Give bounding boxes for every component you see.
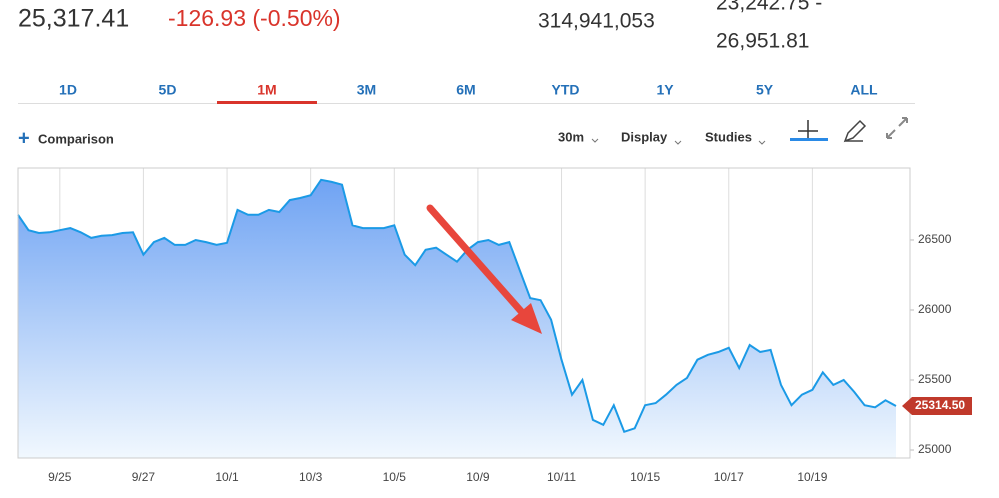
crosshair-tool[interactable]: [790, 120, 828, 141]
active-tab-underline: [217, 101, 317, 104]
x-tick-label: 10/15: [630, 470, 660, 484]
studies-button[interactable]: Studies: [705, 129, 752, 144]
tab[interactable]: 3M: [357, 82, 376, 98]
last-price-label: 25314.50: [915, 398, 965, 412]
price: 25,317.41: [18, 5, 129, 33]
plot-border: [17, 167, 911, 459]
change: -126.93 (-0.50%): [168, 5, 341, 31]
volume: 314,941,053: [538, 10, 655, 33]
x-tick-label: 9/25: [48, 470, 72, 484]
area: [18, 179, 896, 459]
caret-icons: [591, 138, 766, 145]
plot: 9/25 9/27 10/1 10/3 10/5 10/9 10/11 10/15 10/17 1…: [17, 167, 972, 484]
tab[interactable]: 5Y: [756, 82, 774, 98]
display-button[interactable]: Display: [621, 129, 668, 144]
last-price-tag: [902, 396, 972, 415]
x-tick-label: 10/9: [466, 470, 490, 484]
annotation-arrow: [426, 204, 542, 334]
x-tick-label: 10/17: [714, 470, 744, 484]
tab[interactable]: 1Y: [656, 82, 674, 98]
y-tick-label: 26000: [918, 302, 952, 316]
x-tick-label: 9/27: [132, 470, 156, 484]
draw-tool[interactable]: [843, 119, 867, 143]
expand-tool[interactable]: [886, 117, 908, 139]
x-tick-label: 10/3: [299, 470, 323, 484]
x-tick-label: 10/19: [797, 470, 827, 484]
comparison-button[interactable]: Comparison: [38, 131, 114, 146]
range-high: 26,951.81: [716, 30, 809, 53]
tab[interactable]: YTD: [552, 82, 580, 98]
x-tick-label: 10/5: [383, 470, 407, 484]
y-tick-label: 26500: [918, 232, 952, 246]
tab[interactable]: 5D: [159, 82, 177, 98]
tab[interactable]: 1M: [257, 82, 276, 98]
tab[interactable]: 1D: [59, 82, 77, 98]
x-tick-label: 10/11: [547, 470, 576, 484]
plus-icon[interactable]: +: [18, 127, 30, 149]
tab[interactable]: ALL: [850, 82, 878, 98]
y-tick-label: 25500: [918, 372, 952, 386]
tab[interactable]: 6M: [456, 82, 475, 98]
tab-bar: 1D 5D 1M 3M 6M YTD 1Y 5Y ALL: [59, 82, 878, 104]
line: [17, 178, 897, 434]
x-tick-label: 10/1: [215, 470, 239, 484]
range-low: 23,242.75 -: [716, 0, 822, 15]
interval-button[interactable]: 30m: [558, 129, 584, 144]
y-tick-label: 25000: [918, 442, 952, 456]
